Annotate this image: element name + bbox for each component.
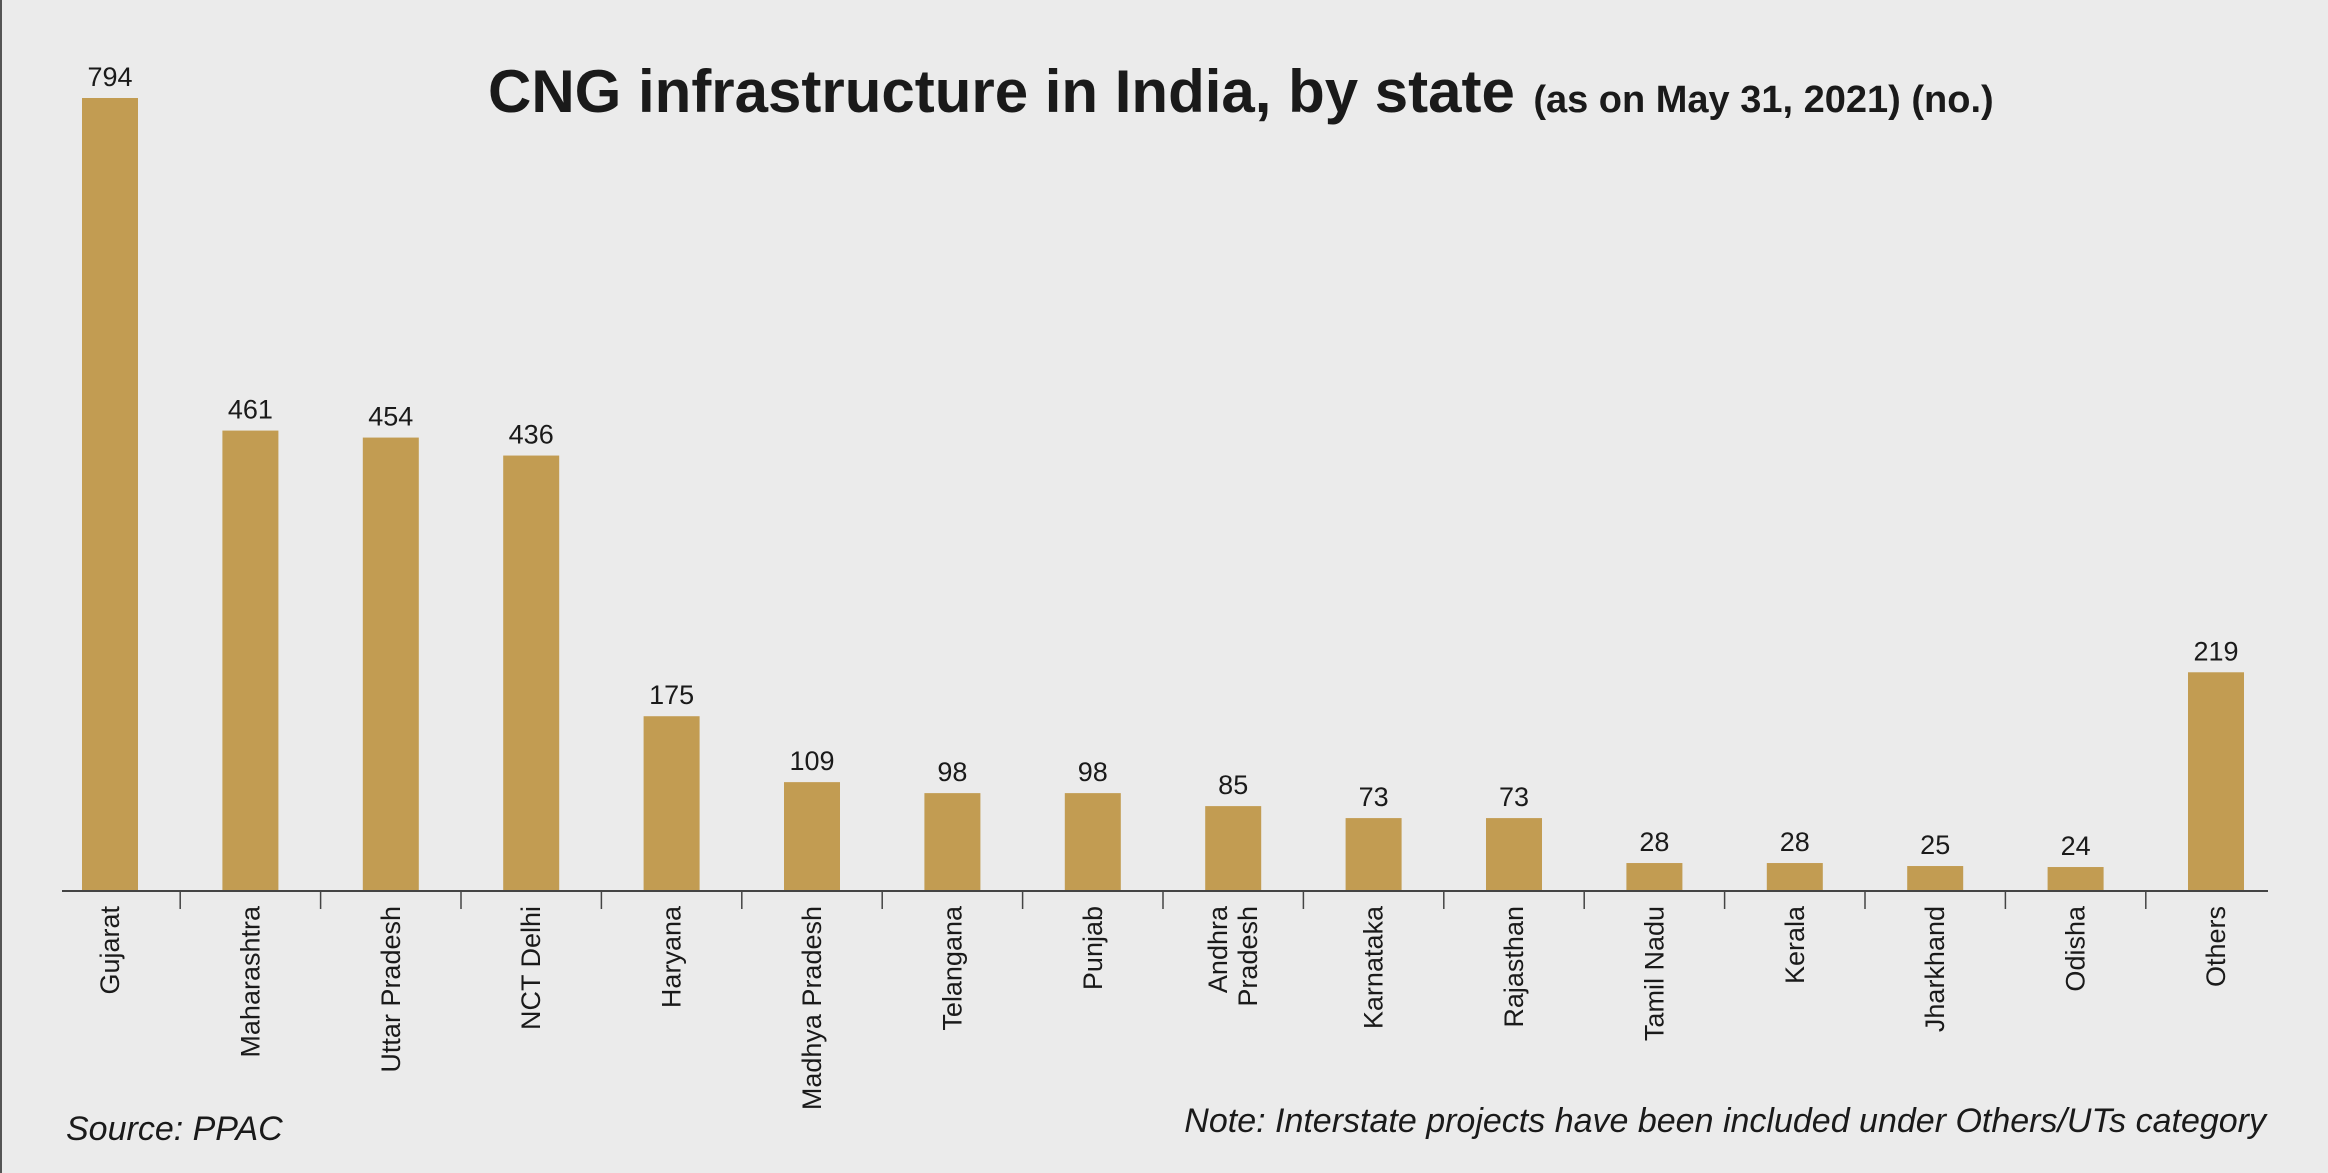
bar	[1766, 863, 1823, 891]
bar	[503, 455, 560, 891]
bar	[362, 437, 419, 891]
x-tick-label: Others	[2201, 906, 2231, 987]
data-label: 25	[1920, 830, 1950, 860]
x-tick-label: Gujarat	[95, 906, 125, 995]
data-label: 109	[789, 746, 834, 776]
data-label: 98	[1078, 757, 1108, 787]
x-tick-label: AndhraPradesh	[1203, 905, 1263, 1007]
bar	[924, 793, 981, 891]
data-label: 461	[228, 395, 273, 425]
bar	[784, 782, 840, 891]
x-tick-label: Punjab	[1078, 906, 1108, 990]
x-tick-label: Telangana	[937, 905, 967, 1031]
data-label: 73	[1359, 782, 1389, 812]
x-tick-label: Odisha	[2061, 905, 2091, 992]
bar	[1064, 793, 1121, 891]
x-tick-label: Jharkhand	[1920, 906, 1950, 1032]
bar	[1907, 866, 1964, 891]
bar	[82, 98, 138, 891]
data-label: 85	[1218, 770, 1248, 800]
x-tick-label: Tamil Nadu	[1639, 906, 1669, 1041]
data-label: 98	[937, 757, 967, 787]
data-label: 73	[1499, 782, 1529, 812]
x-tick-label: Uttar Pradesh	[376, 906, 406, 1073]
footnote: Note: Interstate projects have been incl…	[1184, 1102, 2268, 1140]
bar	[2188, 672, 2244, 891]
x-tick-label: Madhya Pradesh	[797, 906, 827, 1110]
chart-title: CNG infrastructure in India, by state	[488, 58, 1515, 125]
bar	[643, 716, 700, 891]
bar	[1345, 818, 1402, 891]
bar	[2047, 867, 2104, 891]
data-label: 28	[1780, 827, 1810, 857]
bar	[1626, 863, 1683, 891]
x-tick-label: Maharashtra	[235, 905, 265, 1058]
data-label: 436	[509, 420, 554, 450]
data-label: 24	[2061, 831, 2091, 861]
x-tick-label: Haryana	[657, 905, 687, 1008]
x-tick-label: Kerala	[1780, 905, 1810, 984]
svg-text:CNG infrastructure in India, b: CNG infrastructure in India, by state (a…	[488, 58, 1994, 125]
chart-subtitle: (as on May 31, 2021) (no.)	[1533, 79, 1993, 121]
source-note: Source: PPAC	[66, 1110, 283, 1148]
x-tick-label: Rajasthan	[1499, 906, 1529, 1028]
data-label: 454	[368, 402, 413, 432]
data-label: 175	[649, 680, 694, 710]
bar	[222, 430, 279, 891]
data-label: 794	[87, 62, 132, 92]
x-tick-label: NCT Delhi	[516, 906, 546, 1030]
data-label: 219	[2193, 636, 2238, 666]
x-tick-label: Karnataka	[1359, 905, 1389, 1029]
bar	[1486, 818, 1542, 891]
bar	[1205, 806, 1262, 891]
data-label: 28	[1639, 827, 1669, 857]
